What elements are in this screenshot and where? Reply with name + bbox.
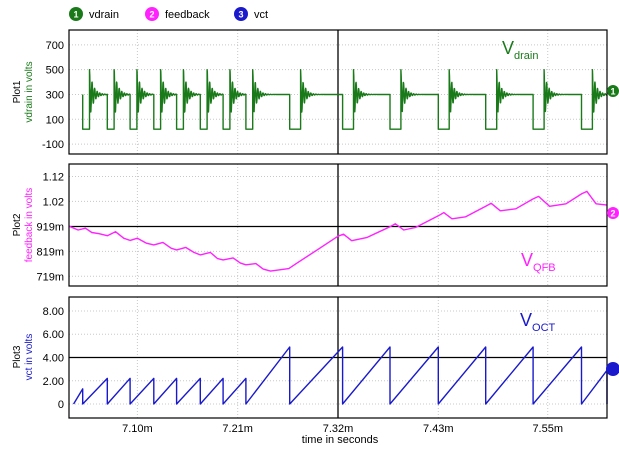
plot1-y-tick-label: 500 <box>46 65 64 77</box>
plot2-frame <box>68 163 608 287</box>
legend-label-vdrain: vdrain <box>89 9 119 21</box>
plot3-y-ticks: 0 2.00 4.00 6.00 8.00 <box>43 306 64 411</box>
plot3-label: Plot3 <box>12 345 23 368</box>
plot1-series-vdrain <box>82 69 608 130</box>
x-tick-label: 7.32m <box>323 423 354 435</box>
legend-marker-vdrain <box>69 7 83 21</box>
plot1-y-tick-label: 300 <box>46 89 64 101</box>
plot1-ylabel: vdrain in volts <box>24 61 35 122</box>
plot2-y-ticks: 719m 819m 919m 1.02 1.12 <box>36 171 64 283</box>
plot2-annotation: VQFB <box>521 250 556 274</box>
plot3-end-marker[interactable] <box>606 362 619 376</box>
plot2-ylabel: feedback in volts <box>24 188 35 263</box>
plot-feedback: Plot2 feedback in volts 719m 819m 919m 1.02… <box>12 163 619 287</box>
plot1-label: Plot1 <box>12 80 23 103</box>
legend-marker-vct-number: 3 <box>238 10 243 20</box>
plot2-end-marker[interactable]: 2 <box>607 207 619 219</box>
legend-item-feedback[interactable]: 2 feedback <box>145 7 210 21</box>
plot2-y-tick-label: 819m <box>36 246 64 258</box>
legend-label-feedback: feedback <box>165 9 210 21</box>
plot3-frame <box>68 296 608 419</box>
x-axis-label: time in seconds <box>302 434 379 446</box>
plot1-annotation: Vdrain <box>502 38 538 62</box>
plot3-ylabel: vct in volts <box>24 334 35 381</box>
plot3-annotation: VOCT <box>520 310 556 334</box>
plot1-y-tick-label: 100 <box>46 114 64 126</box>
legend-marker-vct <box>234 7 248 21</box>
plot1-y-tick-label: -100 <box>42 139 64 151</box>
svg-text:2: 2 <box>610 209 615 219</box>
legend-marker-feedback-number: 2 <box>149 10 154 20</box>
x-tick-label: 7.43m <box>423 423 454 435</box>
legend-label-vct: vct <box>254 9 268 21</box>
plot-vct: Plot3 vct in volts 0 2.00 4.00 6.00 8.00 VOC… <box>12 296 619 419</box>
plot1-frame <box>68 29 608 155</box>
plot3-y-tick-label: 2.00 <box>43 376 64 388</box>
legend-item-vct[interactable]: 3 vct <box>234 7 268 21</box>
svg-text:1: 1 <box>610 87 615 97</box>
plot3-y-tick-label: 4.00 <box>43 353 64 365</box>
plot3-series-vct <box>73 346 608 405</box>
x-tick-label: 7.21m <box>222 423 253 435</box>
legend-item-vdrain[interactable]: 1 vdrain <box>69 7 119 21</box>
plot2-series-feedback <box>68 190 608 272</box>
plot3-y-tick-label: 6.00 <box>43 329 64 341</box>
legend-marker-feedback <box>145 7 159 21</box>
plot1-end-marker[interactable]: 1 <box>607 85 619 97</box>
plot2-y-tick-label: 1.12 <box>43 171 64 183</box>
x-axis: 7.10m 7.21m 7.32m 7.43m 7.55m time in second… <box>122 423 563 446</box>
plot2-label: Plot2 <box>12 213 23 236</box>
plot-vdrain: Plot1 vdrain in volts -100 100 300 500 700 V… <box>12 29 619 155</box>
legend-marker-vdrain-number: 1 <box>73 10 78 20</box>
plot1-y-ticks: -100 100 300 500 700 <box>42 40 64 151</box>
x-tick-label: 7.10m <box>122 423 153 435</box>
plot2-y-tick-label: 719m <box>36 271 64 283</box>
plot3-y-tick-label: 0 <box>58 399 64 411</box>
plot2-y-tick-label: 919m <box>36 221 64 233</box>
plot2-y-tick-label: 1.02 <box>43 196 64 208</box>
x-tick-label: 7.55m <box>532 423 563 435</box>
x-axis-ticks: 7.10m 7.21m 7.32m 7.43m 7.55m <box>122 423 563 435</box>
plot1-y-tick-label: 700 <box>46 40 64 52</box>
plot3-y-tick-label: 8.00 <box>43 306 64 318</box>
legend: 1 vdrain 2 feedback 3 vct <box>69 7 268 21</box>
